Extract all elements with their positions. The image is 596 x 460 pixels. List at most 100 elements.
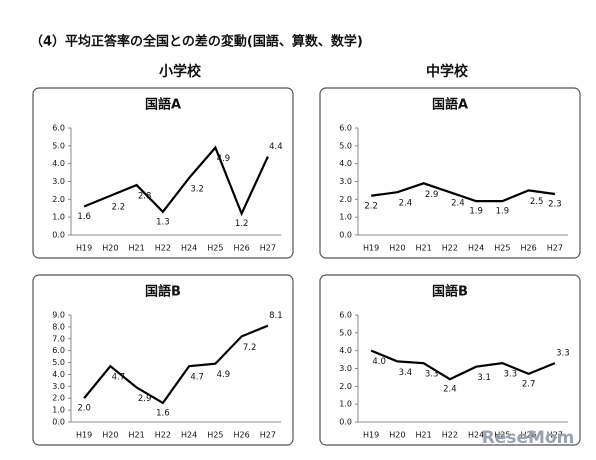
x-tick-label: H20 [102,431,118,440]
x-tick-label: H26 [234,431,250,440]
x-tick-label: H25 [207,431,223,440]
value-label: 2.5 [530,197,544,207]
x-tick-label: H21 [129,244,145,253]
value-label: 3.1 [477,373,491,383]
x-tick-label: H19 [363,244,379,253]
y-tick-label: 3.0 [52,382,65,391]
y-tick-label: 9.0 [52,311,65,320]
x-tick-label: H26 [521,431,537,440]
x-tick-label: H22 [442,431,458,440]
value-label: 1.3 [156,217,170,227]
y-tick-label: 4.0 [339,159,352,168]
y-tick-label: 2.0 [339,195,352,204]
y-tick-label: 7.0 [52,334,65,343]
value-label: 4.0 [372,357,386,367]
value-label: 2.3 [548,199,562,209]
value-label: 4.7 [112,373,126,383]
y-tick-label: 5.0 [339,328,352,337]
y-tick-label: 0.0 [52,418,65,427]
y-tick-label: 1.0 [52,213,65,222]
y-tick-label: 0.0 [339,418,352,427]
value-label: 2.0 [77,404,91,414]
column-header: 中学校 [426,63,469,80]
value-label: 2.4 [443,385,457,395]
x-tick-label: H21 [416,244,432,253]
x-tick-label: H21 [416,431,432,440]
y-tick-label: 6.0 [52,346,65,355]
x-tick-label: H24 [181,431,197,440]
value-label: 2.9 [138,394,152,404]
x-tick-label: H22 [155,244,171,253]
chart-frame [32,87,294,259]
y-tick-label: 2.0 [339,382,352,391]
y-tick-label: 1.0 [52,406,65,415]
value-label: 8.1 [269,311,283,321]
chart-title: 国語B [145,284,181,300]
y-tick-label: 5.0 [52,358,65,367]
value-label: 4.7 [190,373,204,383]
chart-frame [319,274,581,446]
x-tick-label: H27 [260,244,276,253]
y-tick-label: 6.0 [339,311,352,320]
x-tick-label: H27 [260,431,276,440]
value-label: 2.4 [451,199,465,209]
chart-title: 国語A [432,97,468,113]
value-label: 3.2 [190,184,204,194]
y-tick-label: 5.0 [52,141,65,150]
value-label: 4.9 [217,370,231,380]
x-tick-label: H19 [76,431,92,440]
y-tick-label: 2.0 [52,394,65,403]
y-tick-label: 3.0 [339,364,352,373]
page-title: （4）平均正答率の全国との差の変動(国語、算数、数学) [30,34,363,50]
x-tick-label: H26 [234,244,250,253]
value-label: 1.6 [77,212,91,222]
x-tick-label: H22 [442,244,458,253]
y-tick-label: 4.0 [339,346,352,355]
x-tick-label: H22 [155,431,171,440]
y-tick-label: 2.0 [52,195,65,204]
value-label: 2.7 [522,379,536,389]
y-tick-label: 1.0 [339,400,352,409]
y-tick-label: 3.0 [52,177,65,186]
y-tick-label: 4.0 [52,159,65,168]
value-label: 2.2 [364,201,378,211]
y-tick-label: 6.0 [52,124,65,133]
value-label: 3.3 [504,370,518,380]
value-label: 2.4 [399,199,413,209]
chart-frame [32,274,294,446]
x-tick-label: H24 [468,431,484,440]
chart-frame [319,87,581,259]
value-label: 2.9 [425,190,439,200]
value-label: 4.4 [269,142,283,152]
series-line [83,145,269,217]
y-tick-label: 6.0 [339,124,352,133]
watermark: ReseMom [482,428,575,448]
series-line [370,182,556,203]
x-tick-label: H27 [547,431,563,440]
x-tick-label: H19 [76,244,92,253]
x-tick-label: H26 [521,244,537,253]
y-tick-label: 3.0 [339,177,352,186]
x-tick-label: H24 [181,244,197,253]
x-tick-label: H19 [363,431,379,440]
value-label: 3.4 [399,368,413,378]
y-tick-label: 5.0 [339,141,352,150]
y-tick-label: 1.0 [339,213,352,222]
value-label: 1.9 [469,207,483,217]
x-tick-label: H25 [207,244,223,253]
y-tick-label: 0.0 [339,231,352,240]
y-tick-label: 8.0 [52,322,65,331]
value-label: 1.9 [496,207,510,217]
x-tick-label: H21 [129,431,145,440]
chart-title: 国語A [145,97,181,113]
value-label: 2.2 [112,202,126,212]
x-tick-label: H20 [389,244,405,253]
x-tick-label: H27 [547,244,563,253]
series-line [370,349,556,381]
x-tick-label: H20 [389,431,405,440]
value-label: 4.9 [217,154,231,164]
x-tick-label: H25 [494,244,510,253]
value-label: 3.3 [556,349,570,359]
y-tick-label: 0.0 [52,231,65,240]
x-tick-label: H25 [494,431,510,440]
